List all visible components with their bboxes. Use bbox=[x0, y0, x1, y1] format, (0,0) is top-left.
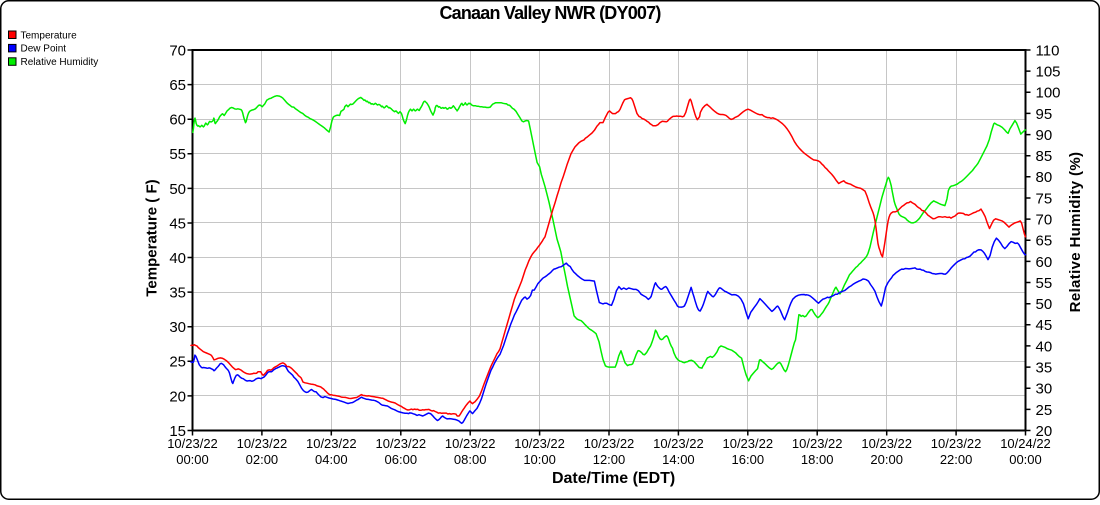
svg-text:Temperature: Temperature bbox=[21, 30, 78, 41]
svg-text:14:00: 14:00 bbox=[662, 452, 695, 467]
svg-text:00:00: 00:00 bbox=[176, 452, 209, 467]
svg-text:30: 30 bbox=[169, 319, 186, 336]
svg-text:60: 60 bbox=[1036, 254, 1053, 271]
svg-text:70: 70 bbox=[169, 42, 186, 59]
svg-text:10:00: 10:00 bbox=[523, 452, 556, 467]
svg-text:Relative Humidity (%): Relative Humidity (%) bbox=[1067, 152, 1084, 313]
svg-text:25: 25 bbox=[169, 354, 186, 371]
svg-text:18:00: 18:00 bbox=[801, 452, 834, 467]
svg-text:100: 100 bbox=[1036, 85, 1061, 102]
svg-text:20: 20 bbox=[1036, 423, 1053, 440]
svg-text:02:00: 02:00 bbox=[246, 452, 279, 467]
svg-text:65: 65 bbox=[169, 77, 186, 94]
svg-text:25: 25 bbox=[1036, 402, 1053, 419]
svg-text:65: 65 bbox=[1036, 233, 1053, 250]
svg-text:105: 105 bbox=[1036, 64, 1061, 81]
svg-text:10/23/22: 10/23/22 bbox=[237, 436, 288, 451]
svg-text:50: 50 bbox=[1036, 296, 1053, 313]
svg-text:10/23/22: 10/23/22 bbox=[584, 436, 635, 451]
svg-text:10/23/22: 10/23/22 bbox=[653, 436, 704, 451]
svg-text:22:00: 22:00 bbox=[940, 452, 973, 467]
svg-text:04:00: 04:00 bbox=[315, 452, 348, 467]
svg-text:35: 35 bbox=[1036, 360, 1053, 377]
svg-text:Canaan Valley NWR (DY007): Canaan Valley NWR (DY007) bbox=[439, 3, 661, 23]
svg-text:10/23/22: 10/23/22 bbox=[514, 436, 565, 451]
svg-text:20:00: 20:00 bbox=[870, 452, 903, 467]
svg-text:10/23/22: 10/23/22 bbox=[722, 436, 773, 451]
svg-text:70: 70 bbox=[1036, 212, 1053, 229]
svg-text:08:00: 08:00 bbox=[454, 452, 487, 467]
svg-text:06:00: 06:00 bbox=[385, 452, 418, 467]
svg-text:95: 95 bbox=[1036, 106, 1053, 123]
svg-text:10/23/22: 10/23/22 bbox=[306, 436, 357, 451]
svg-text:40: 40 bbox=[1036, 338, 1053, 355]
svg-text:40: 40 bbox=[169, 250, 186, 267]
svg-text:85: 85 bbox=[1036, 148, 1053, 165]
svg-text:Dew Point: Dew Point bbox=[21, 44, 67, 55]
svg-text:45: 45 bbox=[169, 215, 186, 232]
svg-text:50: 50 bbox=[169, 181, 186, 198]
svg-text:110: 110 bbox=[1036, 42, 1060, 59]
svg-text:30: 30 bbox=[1036, 381, 1053, 398]
svg-text:10/23/22: 10/23/22 bbox=[792, 436, 843, 451]
svg-text:60: 60 bbox=[169, 112, 186, 129]
svg-text:12:00: 12:00 bbox=[593, 452, 626, 467]
svg-text:75: 75 bbox=[1036, 190, 1053, 207]
svg-text:10/23/22: 10/23/22 bbox=[167, 436, 218, 451]
svg-text:10/23/22: 10/23/22 bbox=[445, 436, 496, 451]
svg-text:Relative Humidity: Relative Humidity bbox=[21, 57, 99, 68]
svg-text:Temperature ( F): Temperature ( F) bbox=[144, 179, 161, 296]
svg-text:00:00: 00:00 bbox=[1009, 452, 1042, 467]
svg-text:55: 55 bbox=[1036, 275, 1053, 292]
svg-text:80: 80 bbox=[1036, 169, 1053, 186]
svg-text:55: 55 bbox=[169, 146, 186, 163]
svg-text:20: 20 bbox=[169, 388, 186, 405]
svg-text:10/24/22: 10/24/22 bbox=[1000, 436, 1051, 451]
svg-text:10/23/22: 10/23/22 bbox=[861, 436, 912, 451]
svg-text:Date/Time (EDT): Date/Time (EDT) bbox=[552, 470, 675, 487]
svg-text:45: 45 bbox=[1036, 317, 1053, 334]
svg-text:16:00: 16:00 bbox=[732, 452, 765, 467]
svg-text:10/23/22: 10/23/22 bbox=[375, 436, 426, 451]
svg-text:15: 15 bbox=[169, 423, 186, 440]
svg-text:10/23/22: 10/23/22 bbox=[931, 436, 982, 451]
svg-text:90: 90 bbox=[1036, 127, 1053, 144]
svg-text:35: 35 bbox=[169, 285, 186, 302]
